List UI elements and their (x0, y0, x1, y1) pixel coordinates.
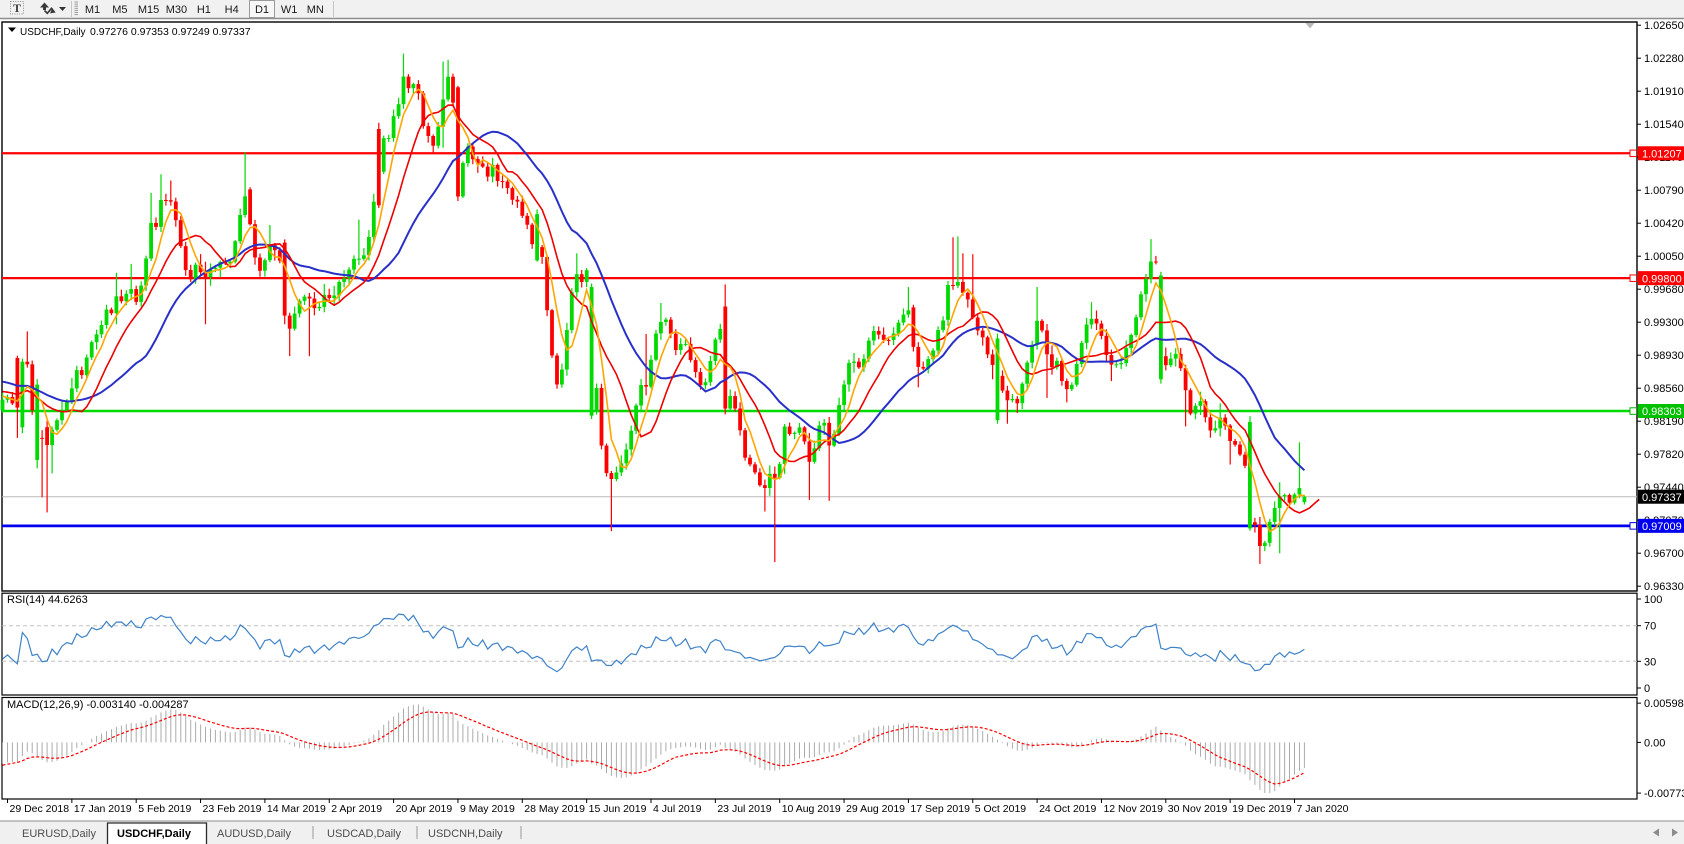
svg-text:14 Mar 2019: 14 Mar 2019 (267, 803, 326, 815)
svg-text:15 Jun 2019: 15 Jun 2019 (589, 803, 647, 815)
svg-text:MACD(12,26,9) -0.003140 -0.004: MACD(12,26,9) -0.003140 -0.004287 (7, 699, 189, 711)
svg-text:1.00050: 1.00050 (1644, 251, 1684, 263)
svg-text:7 Jan 2020: 7 Jan 2020 (1297, 803, 1349, 815)
svg-text:5 Feb 2019: 5 Feb 2019 (138, 803, 191, 815)
svg-text:30 Nov 2019: 30 Nov 2019 (1168, 803, 1228, 815)
svg-text:0.96700: 0.96700 (1644, 548, 1684, 560)
svg-text:0.005986: 0.005986 (1644, 698, 1684, 710)
svg-text:0.97337: 0.97337 (1642, 492, 1682, 504)
svg-text:29 Aug 2019: 29 Aug 2019 (846, 803, 905, 815)
svg-text:M1: M1 (85, 4, 100, 16)
svg-text:USDCHF,Daily: USDCHF,Daily (20, 27, 86, 38)
svg-text:4 Jul 2019: 4 Jul 2019 (653, 803, 702, 815)
svg-text:20 Apr 2019: 20 Apr 2019 (396, 803, 453, 815)
svg-text:9 May 2019: 9 May 2019 (460, 803, 515, 815)
svg-text:1.01540: 1.01540 (1644, 119, 1684, 131)
svg-text:AUDUSD,Daily: AUDUSD,Daily (217, 828, 291, 840)
svg-text:0.00: 0.00 (1644, 737, 1665, 749)
svg-text:H1: H1 (197, 4, 211, 16)
svg-text:0.99680: 0.99680 (1644, 284, 1684, 296)
svg-text:30: 30 (1644, 656, 1656, 668)
svg-text:1.02280: 1.02280 (1644, 53, 1684, 65)
svg-text:M5: M5 (112, 4, 127, 16)
svg-text:1.00420: 1.00420 (1644, 218, 1684, 230)
svg-text:0: 0 (1644, 683, 1650, 695)
svg-text:23 Feb 2019: 23 Feb 2019 (203, 803, 262, 815)
svg-text:5 Oct 2019: 5 Oct 2019 (975, 803, 1027, 815)
svg-text:10 Aug 2019: 10 Aug 2019 (782, 803, 841, 815)
svg-text:0.97820: 0.97820 (1644, 449, 1684, 461)
svg-text:70: 70 (1644, 621, 1656, 633)
svg-text:12 Nov 2019: 12 Nov 2019 (1103, 803, 1163, 815)
svg-text:29 Dec 2018: 29 Dec 2018 (10, 803, 70, 815)
svg-text:D1: D1 (255, 4, 269, 16)
svg-text:17 Jan 2019: 17 Jan 2019 (74, 803, 132, 815)
svg-text:USDCNH,Daily: USDCNH,Daily (428, 828, 503, 840)
svg-text:1.01910: 1.01910 (1644, 86, 1684, 98)
svg-text:1.01207: 1.01207 (1642, 148, 1682, 160)
svg-text:0.98930: 0.98930 (1644, 350, 1684, 362)
svg-text:23 Jul 2019: 23 Jul 2019 (717, 803, 771, 815)
svg-text:0.97276 0.97353 0.97249 0.9733: 0.97276 0.97353 0.97249 0.97337 (90, 26, 251, 38)
svg-text:M15: M15 (138, 4, 159, 16)
svg-text:H4: H4 (225, 4, 239, 16)
svg-text:17 Sep 2019: 17 Sep 2019 (910, 803, 970, 815)
svg-text:0.96330: 0.96330 (1644, 581, 1684, 593)
svg-text:28 May 2019: 28 May 2019 (524, 803, 585, 815)
svg-text:0.99300: 0.99300 (1644, 317, 1684, 329)
svg-text:0.98190: 0.98190 (1644, 416, 1684, 428)
svg-text:MN: MN (307, 4, 324, 16)
svg-text:W1: W1 (281, 4, 298, 16)
svg-text:1.00790: 1.00790 (1644, 185, 1684, 197)
svg-text:19 Dec 2019: 19 Dec 2019 (1232, 803, 1292, 815)
svg-text:0.97009: 0.97009 (1642, 521, 1682, 533)
svg-text:USDCHF,Daily: USDCHF,Daily (117, 828, 192, 840)
svg-text:100: 100 (1644, 594, 1662, 606)
svg-text:24 Oct 2019: 24 Oct 2019 (1039, 803, 1096, 815)
svg-text:T: T (13, 1, 21, 15)
svg-text:RSI(14) 44.6263: RSI(14) 44.6263 (7, 594, 88, 606)
svg-text:USDCAD,Daily: USDCAD,Daily (327, 828, 401, 840)
svg-text:0.98303: 0.98303 (1642, 406, 1682, 418)
svg-text:1.02650: 1.02650 (1644, 20, 1684, 32)
svg-text:0.99800: 0.99800 (1642, 273, 1682, 285)
svg-text:0.98560: 0.98560 (1644, 383, 1684, 395)
svg-text:M30: M30 (166, 4, 187, 16)
svg-text:2 Apr 2019: 2 Apr 2019 (331, 803, 382, 815)
svg-text:EURUSD,Daily: EURUSD,Daily (22, 828, 96, 840)
svg-text:-0.007737: -0.007737 (1644, 788, 1684, 800)
